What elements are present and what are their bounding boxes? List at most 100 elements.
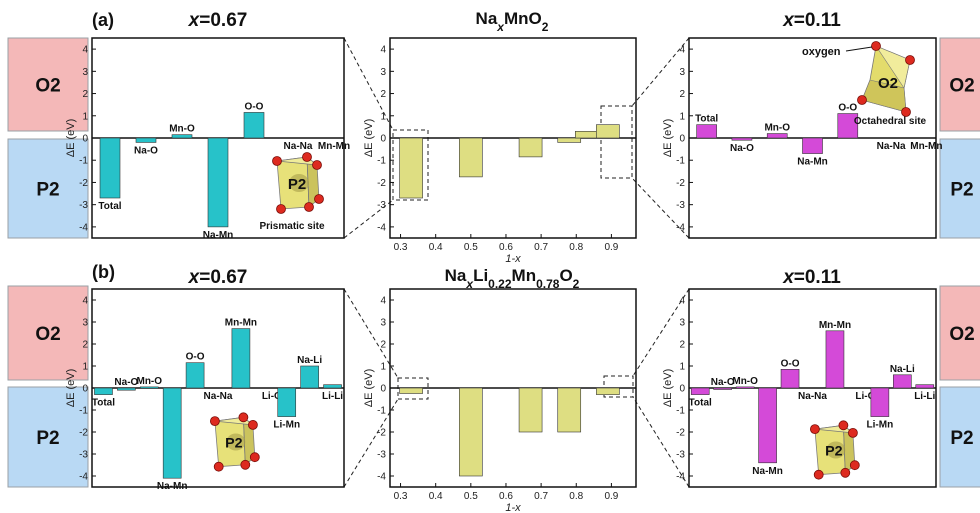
y-axis-label: ΔE (eV) bbox=[65, 119, 77, 158]
oxygen-atom bbox=[838, 420, 849, 431]
x-tick-label: 0.5 bbox=[464, 491, 478, 502]
phase-p2-box-a-left-label: P2 bbox=[36, 180, 59, 201]
octahedral-site-label: Octahedral site bbox=[854, 116, 927, 127]
y-tick-label: 1 bbox=[380, 362, 386, 373]
oxygen-atom bbox=[871, 41, 881, 51]
title-a-mid: NaxMnO2 bbox=[476, 9, 549, 34]
y-tick-label: -4 bbox=[79, 472, 88, 483]
y-tick-label: -3 bbox=[79, 450, 88, 461]
y-tick-label: 3 bbox=[82, 67, 88, 78]
y-tick-label: 2 bbox=[82, 89, 88, 100]
bar-label-na-mn: Na-Mn bbox=[203, 230, 234, 241]
oxygen-atom bbox=[848, 427, 858, 438]
y-tick-label: 0 bbox=[679, 384, 685, 395]
bar-x-0.5 bbox=[459, 387, 483, 477]
bar-label-na-na: Na-Na bbox=[284, 141, 313, 152]
bar-total bbox=[690, 387, 710, 395]
structure-insets: P2 Prismatic site P2 P2 O2 Octahedral site oxy… bbox=[209, 41, 927, 480]
bar-label-mn-mn: Mn-Mn bbox=[225, 318, 257, 329]
oxygen-atom bbox=[209, 416, 220, 427]
bar-label-li-mn: Li-Mn bbox=[273, 420, 300, 431]
bar-na-o bbox=[731, 137, 753, 141]
bar-na-mn bbox=[802, 137, 823, 154]
y-tick-label: -2 bbox=[79, 178, 88, 189]
bar-x-0.78 bbox=[557, 137, 582, 143]
y-tick-label: 4 bbox=[679, 45, 685, 56]
bar-na-mn bbox=[207, 137, 229, 228]
bar-x-0.67 bbox=[518, 387, 543, 433]
bar-label-na-o: Na-O bbox=[134, 145, 158, 156]
title-a-left: x=0.67 bbox=[188, 10, 248, 31]
y-tick-label: 3 bbox=[679, 67, 685, 78]
zoom-connector bbox=[343, 288, 399, 379]
bar-x-0.78 bbox=[557, 387, 582, 433]
y-tick-label: 3 bbox=[679, 318, 685, 329]
bar-label-na-mn: Na-Mn bbox=[752, 466, 783, 477]
oxygen-atom bbox=[810, 424, 820, 435]
y-tick-label: -4 bbox=[377, 222, 386, 233]
bar-na-mn bbox=[162, 387, 182, 479]
x-axis-label: 1-x bbox=[505, 253, 521, 265]
y-tick-label: 0 bbox=[82, 134, 88, 145]
title-b-mid: NaxLi0.22Mn0.78O2 bbox=[445, 266, 580, 291]
bar-mn-o bbox=[139, 386, 159, 389]
oxygen-atom bbox=[276, 204, 286, 214]
phase-p2-box-b-left bbox=[7, 386, 89, 488]
oxygen-atom bbox=[247, 419, 258, 430]
bar-label-li-li: Li-Li bbox=[322, 391, 343, 402]
y-tick-label: -1 bbox=[676, 406, 685, 417]
phase-o2-box-b-left bbox=[7, 285, 89, 381]
oxygen-label: oxygen bbox=[802, 46, 841, 58]
y-tick-label: -3 bbox=[79, 200, 88, 211]
polyhedron-label: O2 bbox=[878, 75, 898, 92]
bar-label-na-o: Na-O bbox=[730, 143, 754, 154]
zoom-connector bbox=[632, 288, 690, 377]
bar-label-na-mn: Na-Mn bbox=[157, 481, 188, 492]
y-tick-label: 1 bbox=[380, 111, 386, 122]
x-tick-label: 0.9 bbox=[604, 491, 618, 502]
bar-x-0.5 bbox=[459, 137, 483, 178]
x-tick-label: 0.7 bbox=[534, 242, 548, 253]
bar-label-mn-o: Mn-O bbox=[169, 124, 195, 135]
chart-a-mid: -4 -3 -2 -1 0 1 2 3 4 ΔE (eV) 0.3 0.4 0.5 0.6 0.7 0.8 0.… bbox=[363, 37, 637, 265]
bar-label-mn-mn: Mn-Mn bbox=[910, 141, 942, 152]
bar-x-0.83 bbox=[574, 131, 599, 139]
y-tick-label: -4 bbox=[79, 222, 88, 233]
y-tick-label: -4 bbox=[676, 222, 685, 233]
y-tick-label: 3 bbox=[82, 318, 88, 329]
oxygen-pointer bbox=[845, 46, 873, 52]
x-tick-label: 0.3 bbox=[394, 491, 408, 502]
oxygen-atom bbox=[312, 160, 322, 170]
phase-o2-box-b-right-label: O2 bbox=[949, 324, 974, 345]
y-tick-label: 2 bbox=[679, 340, 685, 351]
bar-mn-mn bbox=[825, 330, 845, 389]
y-tick-label: -3 bbox=[676, 450, 685, 461]
y-tick-label: 3 bbox=[380, 67, 386, 78]
bar-label-mn-o: Mn-O bbox=[136, 376, 162, 387]
y-tick-label: 4 bbox=[380, 45, 386, 56]
highlight-box-b-right bbox=[603, 375, 634, 398]
oxygen-atom bbox=[213, 461, 224, 472]
chart-b-left: -4 -3 -2 -1 0 1 2 3 4 ΔE (eV) Total Na-OMn-O Na-Mn O-… bbox=[65, 288, 345, 492]
bar-mn-o bbox=[735, 386, 755, 389]
phase-p2-box-a-left bbox=[7, 138, 89, 239]
bar-o-o bbox=[185, 362, 205, 389]
chart-b-mid: -4 -3 -2 -1 0 1 2 3 4 ΔE (eV) 0.3 0.4 0.5 0.6 0.7 0.8 0.… bbox=[363, 288, 637, 513]
oxygen-atom bbox=[272, 156, 282, 166]
zoom-lines bbox=[343, 37, 690, 488]
bar-label-mn-mn: Mn-Mn bbox=[318, 141, 350, 152]
inset-prismatic-b-right: P2 bbox=[810, 420, 860, 480]
oxygen-atom bbox=[905, 55, 915, 65]
bar-label-na-li: Na-Li bbox=[297, 355, 322, 366]
phase-p2-box-b-right-label: P2 bbox=[950, 428, 973, 449]
inset-octahedral-a: O2 bbox=[857, 41, 915, 117]
chart-a-right: -4 -3 -2 -1 0 1 2 3 4 ΔE (eV) Total Na-O Mn-O Na-Mn O-… bbox=[662, 37, 942, 239]
oxygen-atom bbox=[849, 460, 860, 471]
bar-label-na-na: Na-Na bbox=[877, 141, 906, 152]
y-tick-label: -4 bbox=[676, 472, 685, 483]
oxygen-atom bbox=[238, 412, 249, 423]
phase-o2-box-a-right bbox=[939, 37, 980, 132]
y-tick-label: -3 bbox=[377, 450, 386, 461]
phase-o2-box-a-left-label: O2 bbox=[35, 76, 60, 97]
